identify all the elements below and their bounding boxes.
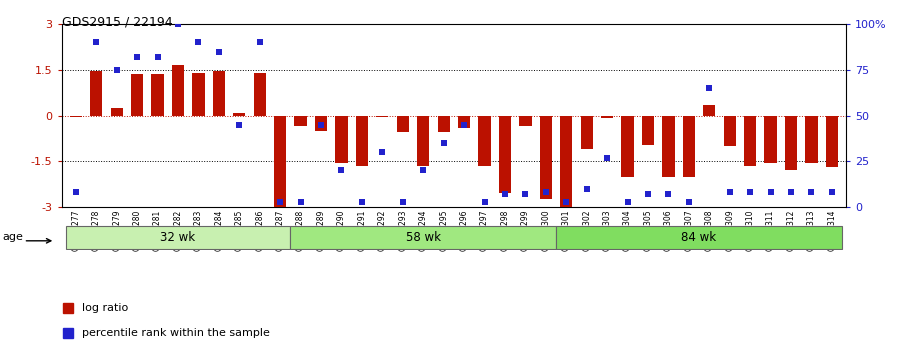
Bar (417, 116, 429, 166)
Text: GDS2915 / 22194: GDS2915 / 22194 (62, 16, 172, 29)
Bar (458, 116, 471, 128)
Bar (785, 116, 797, 170)
Bar (213, 71, 225, 116)
Text: age: age (3, 232, 24, 242)
Bar (396, 116, 409, 132)
Bar (682, 116, 695, 177)
Bar (744, 116, 757, 166)
Text: percentile rank within the sample: percentile rank within the sample (82, 328, 270, 337)
Bar (274, 116, 286, 207)
Bar (192, 73, 205, 116)
Bar (703, 105, 715, 116)
Text: 58 wk: 58 wk (405, 231, 441, 244)
Bar (556, 226, 842, 249)
Bar (622, 116, 633, 177)
Bar (539, 116, 552, 199)
Bar (805, 116, 817, 163)
Bar (90, 71, 102, 116)
Bar (315, 116, 328, 131)
Bar (601, 116, 614, 118)
Bar (291, 226, 556, 249)
Bar (356, 116, 368, 166)
Bar (499, 116, 511, 193)
Text: log ratio: log ratio (82, 303, 129, 313)
Bar (336, 116, 348, 163)
Bar (642, 116, 654, 145)
Bar (172, 65, 184, 116)
Bar (233, 112, 245, 116)
Bar (765, 116, 776, 163)
Bar (479, 116, 491, 166)
Bar (253, 73, 266, 116)
Bar (437, 116, 450, 132)
Bar (662, 116, 674, 177)
Bar (294, 116, 307, 126)
Bar (560, 116, 572, 207)
Text: 84 wk: 84 wk (681, 231, 717, 244)
Bar (519, 116, 531, 126)
Bar (724, 116, 736, 146)
Bar (376, 116, 388, 117)
Bar (580, 116, 593, 149)
Text: 32 wk: 32 wk (160, 231, 195, 244)
Bar (110, 108, 123, 116)
Bar (70, 116, 82, 117)
Bar (66, 226, 291, 249)
Bar (131, 75, 143, 116)
Bar (151, 75, 164, 116)
Bar (825, 116, 838, 167)
